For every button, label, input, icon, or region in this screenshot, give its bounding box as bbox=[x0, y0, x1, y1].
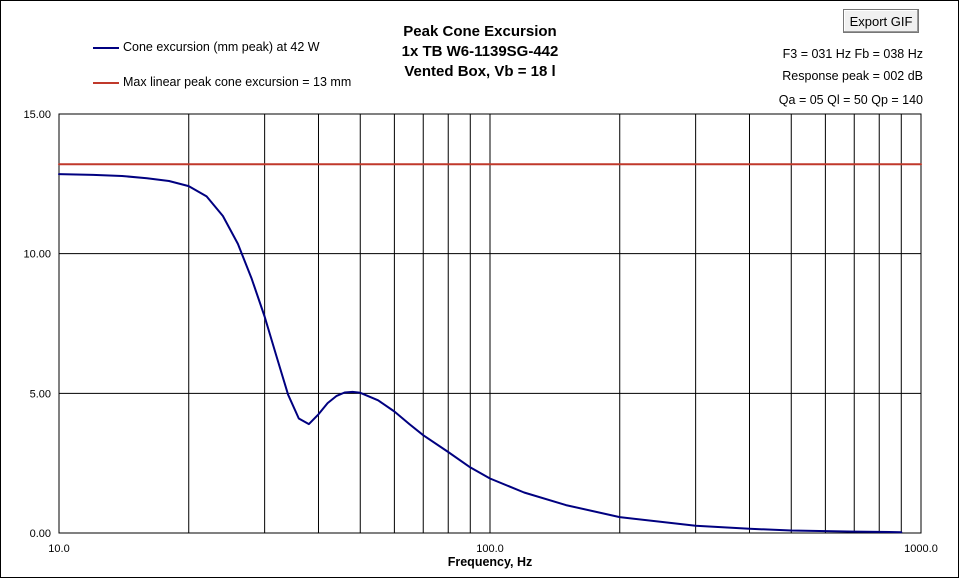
title-line-3: Vented Box, Vb = 18 l bbox=[404, 63, 556, 80]
y-tick-label: 5.00 bbox=[30, 388, 51, 400]
x-tick-label: 10.0 bbox=[48, 543, 69, 555]
x-tick-label: 100.0 bbox=[476, 543, 504, 555]
legend-swatch-excursion bbox=[93, 46, 119, 49]
legend-item-excursion: Cone excursion (mm peak) at 42 W bbox=[93, 40, 320, 54]
legend-label-limit: Max linear peak cone excursion = 13 mm bbox=[123, 75, 352, 89]
x-axis-label: Frequency, Hz bbox=[448, 555, 533, 569]
info-q-values: Qa = 05 Ql = 50 Qp = 140 bbox=[778, 93, 923, 107]
x-tick-label: 1000.0 bbox=[904, 543, 938, 555]
grid-lines bbox=[59, 114, 921, 533]
plot-border bbox=[58, 113, 922, 534]
y-tick-label: 0.00 bbox=[30, 528, 51, 540]
tick-labels: 0.00 5.00 10.00 15.00 10.0 100.0 1000.0 bbox=[23, 109, 937, 555]
title-line-1: Peak Cone Excursion bbox=[403, 23, 557, 40]
series-group bbox=[58, 163, 922, 534]
series-line-cone-excursion bbox=[58, 173, 903, 534]
info-f3-fb: F3 = 031 Hz Fb = 038 Hz bbox=[782, 47, 923, 61]
y-tick-label: 15.00 bbox=[23, 109, 51, 121]
legend-swatch-limit bbox=[93, 81, 119, 84]
title-line-2: 1x TB W6-1139SG-442 bbox=[401, 43, 559, 60]
y-tick-label: 10.00 bbox=[23, 249, 51, 261]
legend-item-limit: Max linear peak cone excursion = 13 mm bbox=[93, 75, 351, 89]
info-response-peak: Response peak = 002 dB bbox=[782, 69, 923, 83]
chart-title: Peak Cone Excursion 1x TB W6-1139SG-442 … bbox=[330, 22, 630, 82]
legend-label-excursion: Cone excursion (mm peak) at 42 W bbox=[123, 40, 320, 54]
export-gif-button[interactable]: Export GIF bbox=[843, 9, 919, 33]
